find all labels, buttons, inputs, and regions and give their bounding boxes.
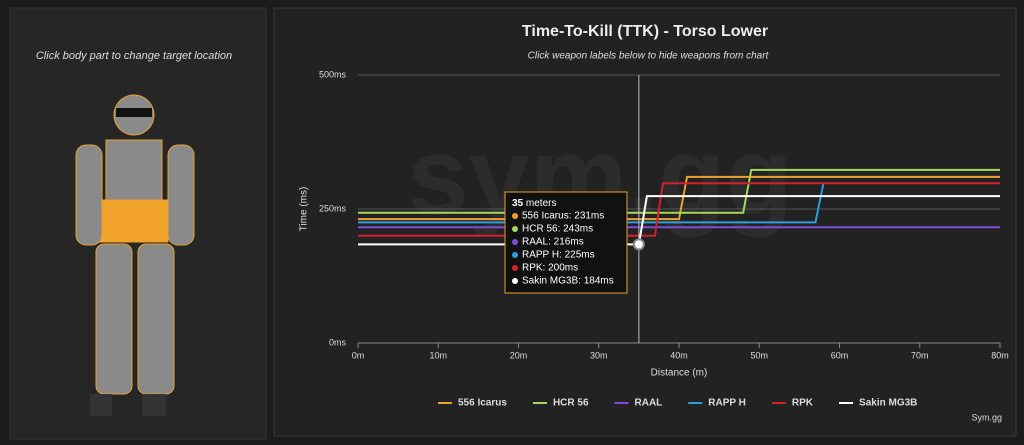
footer: Sym.gg bbox=[971, 412, 1002, 422]
right-leg[interactable] bbox=[137, 243, 175, 395]
tooltip-item: RPK: 200ms bbox=[522, 263, 578, 274]
legend-label: RAAL bbox=[635, 398, 663, 409]
legend-label: Sakin MG3B bbox=[859, 398, 917, 409]
series-line bbox=[358, 195, 1000, 246]
tooltip-item: Sakin MG3B: 184ms bbox=[522, 276, 614, 287]
right-boot bbox=[142, 394, 166, 416]
tooltip-distance: 35 bbox=[512, 198, 524, 209]
tooltip-swatch bbox=[512, 239, 518, 245]
y-tick-label: 500ms bbox=[319, 69, 347, 79]
tooltip-item: 556 Icarus: 231ms bbox=[522, 211, 604, 222]
legend-item[interactable]: RAAL bbox=[614, 398, 663, 409]
legend-item[interactable]: HCR 56 bbox=[532, 398, 589, 409]
legend-item[interactable]: Sakin MG3B bbox=[839, 398, 917, 409]
tooltip: 35 meters 556 Icarus: 231ms HCR 56: 243ms R… bbox=[504, 191, 628, 294]
left-arm[interactable] bbox=[75, 144, 103, 246]
x-tick-label: 10m bbox=[429, 350, 447, 360]
x-tick-label: 20m bbox=[510, 350, 528, 360]
tooltip-item: RAPP H: 225ms bbox=[522, 250, 595, 261]
x-tick-label: 70m bbox=[911, 350, 929, 360]
legend-label: RAPP H bbox=[708, 398, 746, 409]
torso-lower[interactable] bbox=[99, 199, 169, 243]
tooltip-item: RAAL: 216ms bbox=[522, 237, 584, 248]
tooltip-unit: meters bbox=[526, 198, 557, 209]
legend-label: RPK bbox=[792, 398, 814, 409]
tooltip-swatch bbox=[512, 252, 518, 258]
hover-point bbox=[632, 238, 645, 251]
chart-title: Time-To-Kill (TTK) - Torso Lower bbox=[522, 23, 768, 40]
tooltip-item: HCR 56: 243ms bbox=[522, 224, 593, 235]
left-boot bbox=[90, 394, 112, 416]
x-axis-title: Distance (m) bbox=[651, 368, 708, 379]
tooltip-swatch bbox=[512, 226, 518, 232]
legend-item[interactable]: RPK bbox=[771, 398, 814, 409]
torso-upper[interactable] bbox=[105, 139, 163, 201]
tooltip-swatch bbox=[512, 265, 518, 271]
x-tick-label: 60m bbox=[831, 350, 849, 360]
x-tick-label: 0m bbox=[352, 350, 365, 360]
x-tick-label: 40m bbox=[670, 350, 688, 360]
x-tick-label: 80m bbox=[991, 350, 1009, 360]
tooltip-box bbox=[504, 191, 628, 294]
right-arm[interactable] bbox=[167, 144, 195, 246]
y-tick-label: 0ms bbox=[329, 337, 347, 347]
sunglasses bbox=[116, 108, 152, 117]
tooltip-swatch bbox=[512, 278, 518, 284]
x-tick-label: 30m bbox=[590, 350, 608, 360]
legend-label: 556 Icarus bbox=[458, 398, 507, 409]
y-tick-label: 250ms bbox=[319, 203, 347, 213]
left-leg[interactable] bbox=[95, 243, 133, 395]
x-tick-label: 50m bbox=[750, 350, 768, 360]
legend-item[interactable]: 556 Icarus bbox=[438, 398, 507, 409]
legend-label: HCR 56 bbox=[553, 398, 589, 409]
tooltip-swatch bbox=[512, 213, 518, 219]
legend-item[interactable]: RAPP H bbox=[688, 398, 746, 409]
tooltip-title: 35 meters bbox=[512, 198, 556, 209]
hint: Click body part to change target locatio… bbox=[36, 50, 232, 62]
y-axis-title: Time (ms) bbox=[299, 187, 310, 232]
body-figure bbox=[75, 94, 195, 416]
chart-subtitle: Click weapon labels below to hide weapon… bbox=[528, 51, 770, 62]
